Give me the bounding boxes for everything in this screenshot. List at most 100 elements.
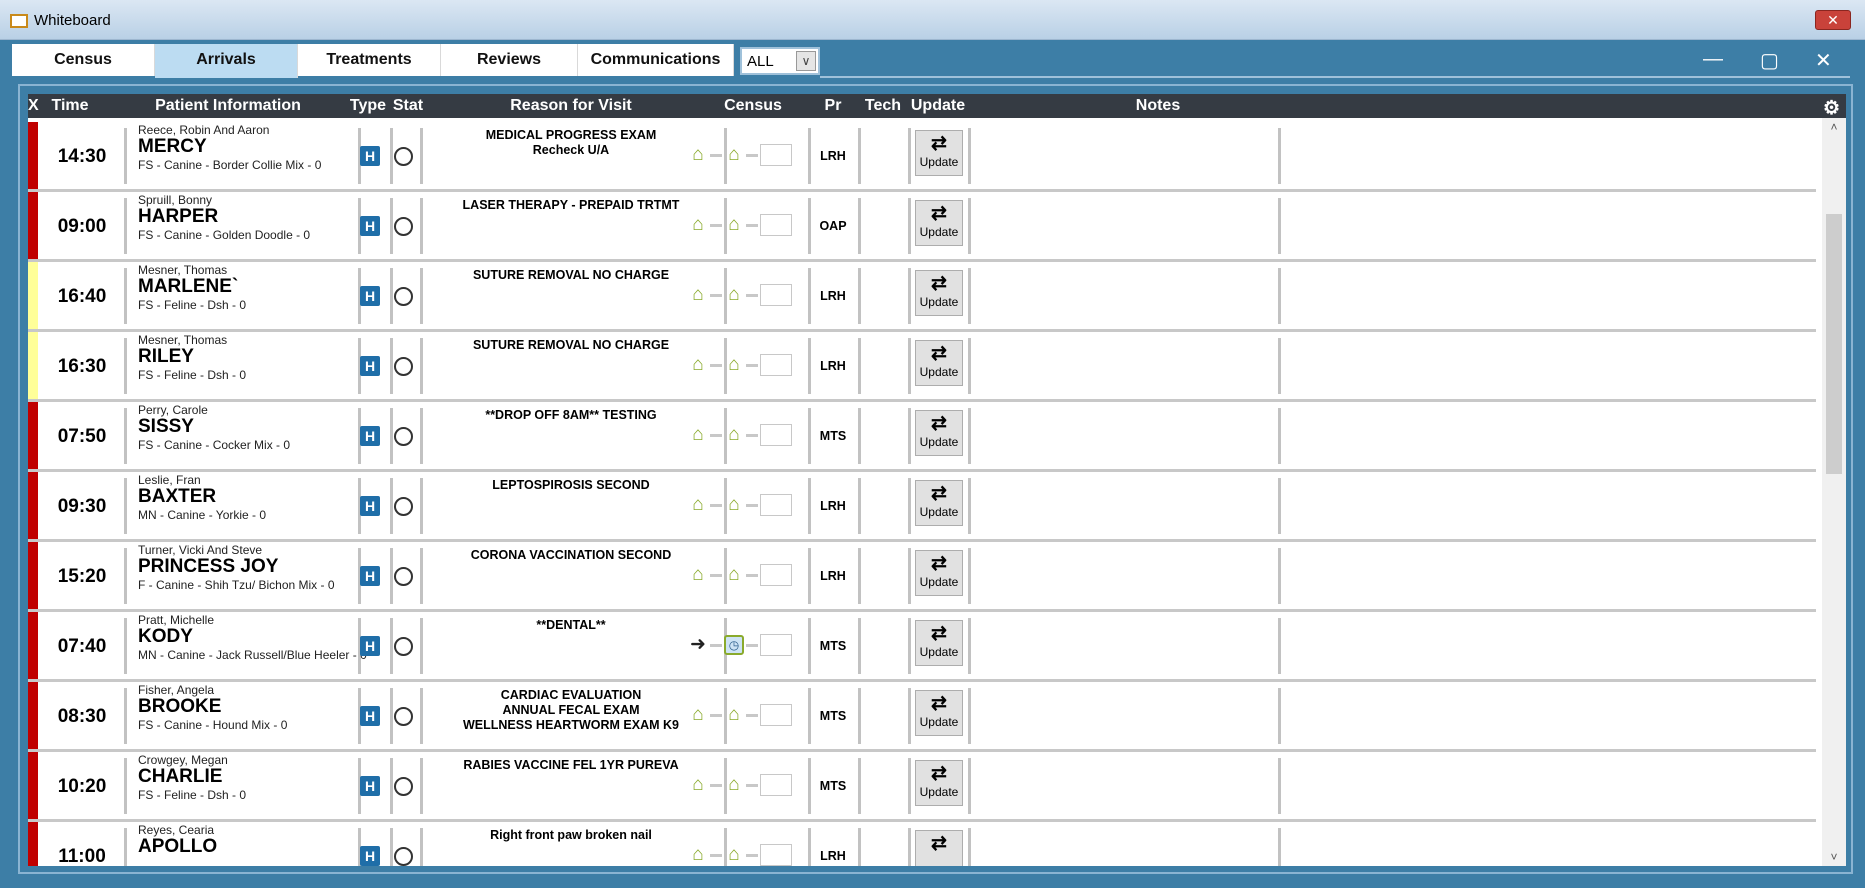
scroll-up-icon[interactable]: ˄ xyxy=(1830,120,1838,134)
census-status[interactable]: ⌂ ⌂ xyxy=(688,564,792,586)
census-input[interactable] xyxy=(760,144,792,166)
stat-radio[interactable] xyxy=(394,217,413,236)
stat-radio[interactable] xyxy=(394,357,413,376)
census-input[interactable] xyxy=(760,774,792,796)
col-census[interactable]: Census xyxy=(724,97,782,114)
census-status[interactable]: ⌂ ⌂ xyxy=(688,494,792,516)
patient-name[interactable]: MARLENE` xyxy=(138,276,239,297)
census-input[interactable] xyxy=(760,844,792,866)
table-row[interactable]: 08:30 Fisher, Angela BROOKE FS - Canine … xyxy=(28,682,1816,752)
table-row[interactable]: 15:20 Turner, Vicki And Steve PRINCESS J… xyxy=(28,542,1816,612)
vertical-scrollbar[interactable]: ˄ ˅ xyxy=(1822,118,1846,866)
census-input[interactable] xyxy=(760,354,792,376)
tab-arrivals[interactable]: Arrivals xyxy=(155,44,298,78)
table-row[interactable]: 07:50 Perry, Carole SISSY FS - Canine - … xyxy=(28,402,1816,472)
table-row[interactable]: 11:00 Reyes, Cearia APOLLO H Right front… xyxy=(28,822,1816,866)
col-update[interactable]: Update xyxy=(910,97,966,114)
patient-name[interactable]: CHARLIE xyxy=(138,766,223,787)
census-input[interactable] xyxy=(760,424,792,446)
patient-name[interactable]: APOLLO xyxy=(138,836,218,857)
close-button[interactable]: ✕ xyxy=(1815,50,1832,72)
census-input[interactable] xyxy=(760,704,792,726)
update-button[interactable]: ⇄ Update xyxy=(915,270,963,316)
scroll-thumb[interactable] xyxy=(1826,214,1842,474)
table-row[interactable]: 10:20 Crowgey, Megan CHARLIE FS - Feline… xyxy=(28,752,1816,822)
patient-name[interactable]: BAXTER xyxy=(138,486,217,507)
col-notes[interactable]: Notes xyxy=(1135,97,1181,114)
census-status[interactable]: ➜ ◷ xyxy=(688,634,792,656)
census-input[interactable] xyxy=(760,214,792,236)
patient-name[interactable]: PRINCESS JOY xyxy=(138,556,279,577)
minimize-button[interactable]: — xyxy=(1703,48,1723,70)
tab-treatments[interactable]: Treatments xyxy=(298,44,441,76)
stat-radio[interactable] xyxy=(394,637,413,656)
census-input[interactable] xyxy=(760,564,792,586)
stat-radio[interactable] xyxy=(394,147,413,166)
column-separator xyxy=(358,128,361,184)
col-reason[interactable]: Reason for Visit xyxy=(510,97,632,114)
gear-icon[interactable]: ⚙ xyxy=(1822,98,1840,119)
census-input[interactable] xyxy=(760,494,792,516)
stat-radio[interactable] xyxy=(394,707,413,726)
col-type[interactable]: Type xyxy=(349,97,387,114)
stat-radio[interactable] xyxy=(394,427,413,446)
census-status[interactable]: ⌂ ⌂ xyxy=(688,844,792,866)
patient-name[interactable]: MERCY xyxy=(138,136,207,157)
table-row[interactable]: 16:40 Mesner, Thomas MARLENE` FS - Felin… xyxy=(28,262,1816,332)
update-button[interactable]: ⇄ Update xyxy=(915,690,963,736)
update-button[interactable]: ⇄ xyxy=(915,830,963,866)
status-stripe xyxy=(28,402,38,469)
patient-name[interactable]: SISSY xyxy=(138,416,194,437)
arrival-time: 10:20 xyxy=(57,776,107,797)
stat-radio[interactable] xyxy=(394,777,413,796)
table-row[interactable]: 14:30 Reece, Robin And Aaron MERCY FS - … xyxy=(28,122,1816,192)
col-stat[interactable]: Stat xyxy=(392,97,424,114)
stat-radio[interactable] xyxy=(394,567,413,586)
census-status[interactable]: ⌂ ⌂ xyxy=(688,704,792,726)
filter-select[interactable]: ALL ∨ xyxy=(740,47,820,75)
census-status[interactable]: ⌂ ⌂ xyxy=(688,144,792,166)
update-button[interactable]: ⇄ Update xyxy=(915,550,963,596)
col-pr[interactable]: Pr xyxy=(824,97,842,114)
owner-name: Crowgey, Megan xyxy=(138,753,228,767)
census-status[interactable]: ⌂ ⌂ xyxy=(688,774,792,796)
update-button[interactable]: ⇄ Update xyxy=(915,620,963,666)
patient-name[interactable]: RILEY xyxy=(138,346,194,367)
census-status[interactable]: ⌂ ⌂ xyxy=(688,284,792,306)
window-close-button[interactable]: ✕ xyxy=(1815,10,1851,30)
census-input[interactable] xyxy=(760,284,792,306)
table-row[interactable]: 09:30 Leslie, Fran BAXTER MN - Canine - … xyxy=(28,472,1816,542)
patient-name[interactable]: BROOKE xyxy=(138,696,222,717)
census-input[interactable] xyxy=(760,634,792,656)
scroll-down-icon[interactable]: ˅ xyxy=(1830,850,1838,864)
update-button[interactable]: ⇄ Update xyxy=(915,760,963,806)
col-patient[interactable]: Patient Information xyxy=(155,97,301,114)
col-tech[interactable]: Tech xyxy=(864,97,902,114)
census-status[interactable]: ⌂ ⌂ xyxy=(688,214,792,236)
stat-radio[interactable] xyxy=(394,287,413,306)
patient-name[interactable]: KODY xyxy=(138,626,193,647)
update-label: Update xyxy=(919,225,959,239)
update-button[interactable]: ⇄ Update xyxy=(915,340,963,386)
tab-communications[interactable]: Communications xyxy=(578,44,734,76)
update-button[interactable]: ⇄ Update xyxy=(915,130,963,176)
table-row[interactable]: 09:00 Spruill, Bonny HARPER FS - Canine … xyxy=(28,192,1816,262)
update-button[interactable]: ⇄ Update xyxy=(915,480,963,526)
chevron-down-icon[interactable]: ∨ xyxy=(796,51,816,71)
maximize-button[interactable]: ▢ xyxy=(1760,50,1779,72)
census-status[interactable]: ⌂ ⌂ xyxy=(688,424,792,446)
patient-name[interactable]: HARPER xyxy=(138,206,219,227)
stat-radio[interactable] xyxy=(394,497,413,516)
census-status[interactable]: ⌂ ⌂ xyxy=(688,354,792,376)
col-time[interactable]: Time xyxy=(51,97,89,114)
tab-reviews[interactable]: Reviews xyxy=(441,44,578,76)
column-separator xyxy=(390,198,393,254)
tab-census[interactable]: Census xyxy=(12,44,155,76)
table-row[interactable]: 07:40 Pratt, Michelle KODY MN - Canine -… xyxy=(28,612,1816,682)
column-separator xyxy=(858,408,861,464)
update-button[interactable]: ⇄ Update xyxy=(915,200,963,246)
table-row[interactable]: 16:30 Mesner, Thomas RILEY FS - Feline -… xyxy=(28,332,1816,402)
update-button[interactable]: ⇄ Update xyxy=(915,410,963,456)
col-x[interactable]: X xyxy=(28,97,39,114)
stat-radio[interactable] xyxy=(394,847,413,866)
